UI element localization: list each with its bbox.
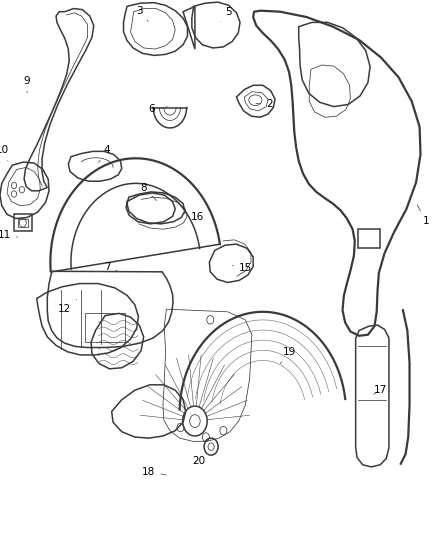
Text: 5: 5	[221, 7, 232, 21]
Text: 9: 9	[24, 76, 31, 93]
Text: 4: 4	[99, 146, 110, 163]
Text: 2: 2	[256, 99, 273, 109]
Text: 11: 11	[0, 230, 18, 239]
Text: 18: 18	[142, 467, 166, 477]
Text: 20: 20	[193, 450, 206, 466]
Text: 17: 17	[374, 385, 387, 395]
Text: 12: 12	[58, 300, 77, 314]
Text: 8: 8	[140, 183, 157, 200]
Text: 1: 1	[417, 205, 429, 226]
Bar	[85, 313, 125, 342]
Text: 7: 7	[104, 262, 119, 272]
Text: 3: 3	[136, 6, 148, 21]
Text: 16: 16	[183, 213, 204, 222]
Text: 19: 19	[280, 347, 296, 364]
Bar	[358, 229, 380, 248]
Text: 6: 6	[148, 104, 168, 114]
Text: 10: 10	[0, 146, 9, 161]
Text: 15: 15	[232, 263, 252, 272]
